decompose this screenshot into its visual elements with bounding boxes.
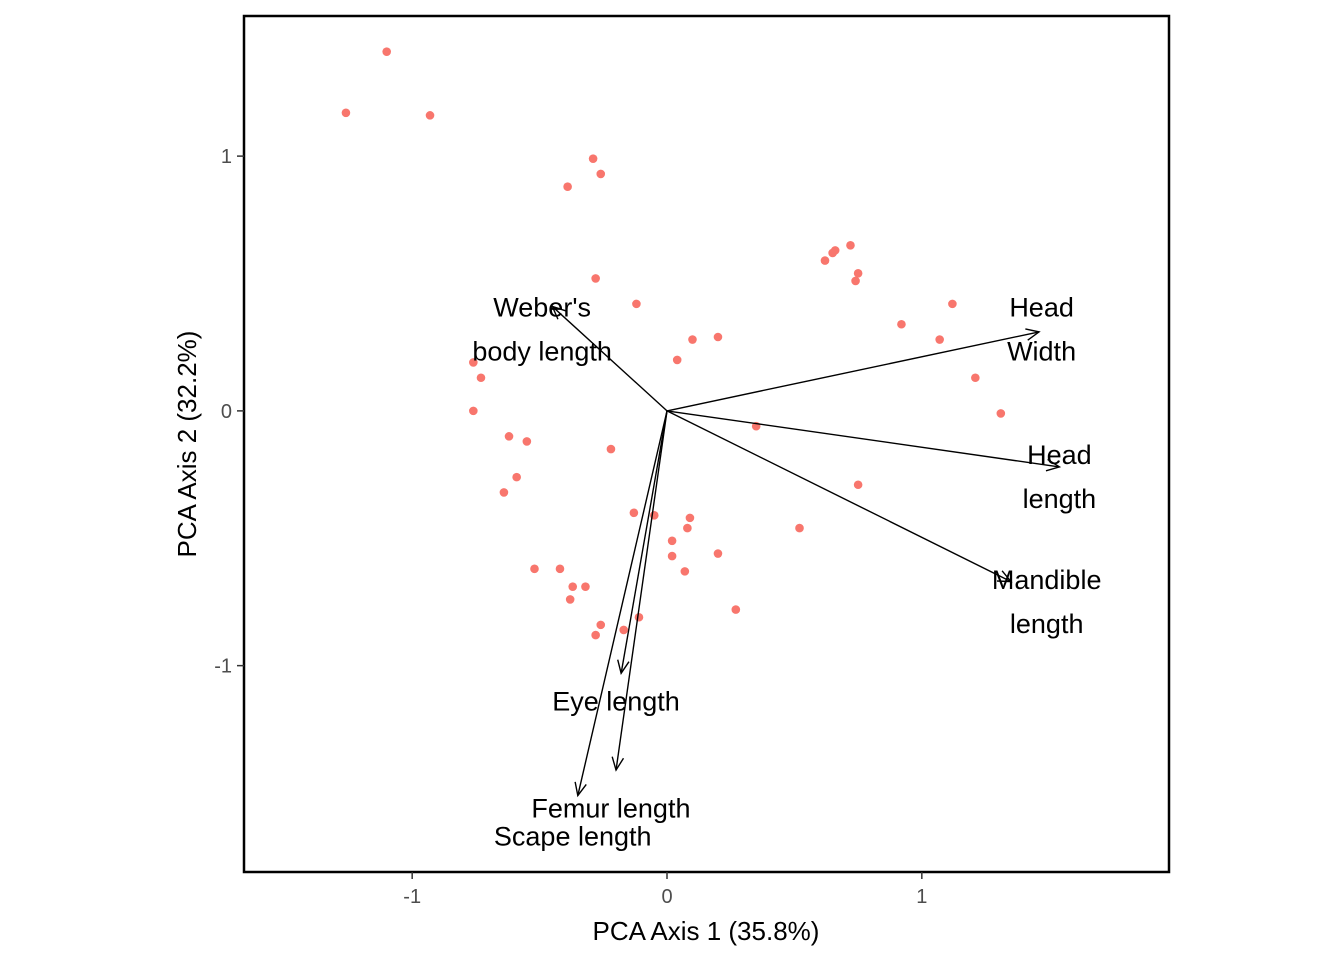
- data-point: [685, 513, 695, 523]
- data-point: [935, 335, 944, 344]
- data-point: [629, 508, 639, 518]
- data-point: [828, 248, 837, 258]
- data-point: [632, 299, 641, 309]
- x-tick-label: 0: [661, 886, 672, 908]
- loading-vector-line: [666, 331, 1040, 412]
- x-axis-title: PCA Axis 1 (35.8%): [593, 916, 820, 946]
- data-point: [683, 523, 692, 533]
- loading-vector-arrowhead: [574, 781, 587, 798]
- loading-vector-arrowhead: [551, 305, 566, 320]
- data-point: [851, 276, 860, 286]
- data-point: [591, 630, 600, 640]
- data-point: [680, 567, 690, 576]
- data-point: [425, 111, 435, 120]
- scatter-points: [341, 47, 1006, 640]
- loading-vector-label: Femur length: [531, 793, 690, 823]
- data-point: [846, 240, 855, 250]
- data-point: [713, 332, 723, 342]
- loading-vectors: [551, 305, 1062, 798]
- data-point: [512, 472, 521, 482]
- data-point: [853, 269, 863, 278]
- data-point: [469, 358, 478, 367]
- data-point: [588, 154, 598, 163]
- data-point: [499, 488, 509, 497]
- loading-vector-line: [666, 410, 1012, 583]
- x-tick-label: -1: [403, 886, 421, 908]
- data-point: [853, 480, 863, 490]
- data-point: [971, 373, 980, 383]
- loading-vector-arrowhead: [617, 659, 630, 675]
- loading-vector-label: Width: [1007, 336, 1076, 366]
- data-point: [948, 299, 957, 309]
- loading-vector-line: [577, 410, 668, 796]
- data-point: [504, 432, 514, 441]
- data-point: [897, 319, 906, 329]
- loading-vector-label: length: [1010, 609, 1084, 639]
- data-point: [672, 355, 682, 365]
- data-point: [568, 582, 578, 591]
- data-point: [565, 595, 575, 604]
- data-point: [469, 406, 478, 416]
- data-point: [688, 335, 697, 344]
- loading-vector-label: Head: [1027, 440, 1092, 470]
- data-point: [731, 605, 741, 614]
- loading-vector-line: [620, 410, 668, 674]
- data-point: [581, 582, 590, 591]
- data-point: [341, 108, 351, 118]
- x-tick-label: 1: [916, 886, 927, 908]
- loading-vector-line: [551, 305, 668, 412]
- y-tick-label: 0: [221, 401, 232, 423]
- loading-vector-label: Head: [1009, 292, 1074, 322]
- loading-vector-labels: Head Width Head length Mandible length Weber's…: [472, 292, 1101, 851]
- data-point: [596, 620, 606, 630]
- data-point: [522, 437, 532, 446]
- data-point: [713, 549, 723, 558]
- data-point: [606, 444, 616, 454]
- data-point: [555, 564, 565, 574]
- loading-vector-line: [615, 410, 668, 771]
- data-point: [996, 409, 1006, 418]
- data-point: [820, 256, 830, 265]
- data-point: [619, 625, 628, 635]
- loading-vector-label: Eye length: [552, 686, 680, 716]
- data-point: [795, 523, 804, 533]
- loading-vector-arrowhead: [1025, 328, 1041, 341]
- loading-vector-label: length: [1023, 484, 1097, 514]
- loading-vector-arrowhead: [611, 756, 625, 772]
- data-point: [476, 373, 486, 383]
- data-point: [563, 182, 572, 191]
- data-point: [530, 564, 539, 574]
- data-point: [667, 551, 677, 561]
- loading-vector-label: Weber's: [493, 292, 591, 322]
- y-axis-title: PCA Axis 2 (32.2%): [172, 331, 202, 558]
- y-tick-label: 1: [221, 146, 232, 168]
- loading-vector-label: body length: [472, 336, 612, 366]
- loading-vector-arrowhead: [1045, 458, 1062, 472]
- loading-vector-line: [666, 410, 1060, 468]
- loading-vector-label: Mandible: [992, 565, 1102, 595]
- loading-vector-arrowhead: [996, 570, 1013, 583]
- y-tick-label: -1: [214, 656, 232, 678]
- data-point: [634, 612, 644, 622]
- data-point: [382, 47, 391, 56]
- data-point: [596, 169, 606, 179]
- loading-vector-label: Scape length: [494, 821, 652, 851]
- axis-ticks: -1 0 1 -1 0 1: [214, 146, 927, 908]
- data-point: [667, 536, 677, 546]
- data-point: [591, 274, 600, 283]
- plot-panel: [242, 14, 1171, 874]
